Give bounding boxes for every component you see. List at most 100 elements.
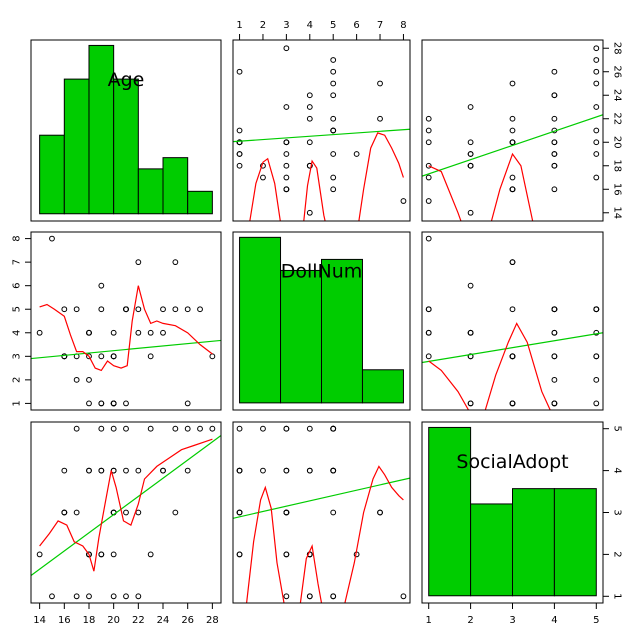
data-point: [593, 127, 600, 134]
tick-label: 2: [612, 551, 623, 557]
tick-label: 5: [593, 615, 599, 626]
data-point: [110, 425, 117, 432]
panel-frame: [30, 231, 222, 411]
panel-age-socialadopt: [421, 39, 604, 222]
data-point: [306, 92, 313, 99]
tick-label: 8: [400, 20, 406, 31]
data-point: [73, 306, 80, 313]
data-point: [509, 127, 516, 134]
data-point: [86, 400, 92, 407]
tick-label: 2: [12, 377, 23, 383]
data-point: [260, 467, 266, 474]
regression-line: [31, 435, 221, 576]
x-axis-bottom-age: 14 16 18 20 22 24 26 28: [33, 602, 219, 626]
data-point: [593, 329, 600, 336]
tick-label: 16: [58, 615, 71, 626]
data-point: [98, 353, 105, 360]
histogram-bar: [321, 258, 363, 404]
data-point: [330, 68, 337, 75]
tick-label: 28: [206, 615, 219, 626]
data-point: [209, 425, 216, 432]
smooth-line: [428, 165, 462, 221]
data-point: [306, 593, 313, 600]
panel-socialadopt-socialadopt: SocialAdopt: [421, 421, 604, 604]
panel-socialadopt-dollnum: [232, 421, 411, 604]
tick-label: 7: [12, 259, 23, 265]
data-point: [425, 235, 432, 242]
data-point: [509, 115, 516, 122]
tick-label: 26: [181, 615, 194, 626]
data-point: [400, 198, 407, 204]
smooth-line: [299, 543, 323, 603]
data-point: [551, 329, 558, 336]
tick-label: 8: [12, 235, 23, 241]
data-point: [306, 115, 313, 122]
data-point: [236, 509, 243, 516]
data-point: [593, 45, 600, 52]
data-point: [330, 186, 337, 193]
tick-label: 1: [12, 400, 23, 406]
data-point: [36, 329, 43, 336]
data-point: [330, 509, 337, 516]
smooth-line: [303, 159, 326, 221]
tick-label: 4: [612, 467, 623, 473]
histogram-bar: [187, 190, 213, 215]
data-point: [593, 139, 600, 146]
data-point: [135, 593, 142, 600]
data-point: [593, 306, 600, 313]
data-point: [123, 509, 129, 516]
data-point: [110, 593, 117, 600]
regression-line: [31, 339, 221, 360]
data-point: [467, 400, 474, 407]
data-point: [593, 400, 600, 407]
smooth-line: [484, 322, 551, 410]
data-point: [160, 329, 166, 336]
data-point: [425, 329, 432, 336]
data-point: [123, 306, 129, 313]
regression-line: [233, 477, 410, 519]
data-point: [377, 115, 383, 122]
data-point: [86, 467, 92, 474]
data-point: [110, 353, 117, 360]
data-point: [61, 306, 68, 313]
data-point: [236, 425, 243, 432]
smooth-line: [249, 157, 281, 221]
histogram-bar: [361, 369, 404, 404]
data-point: [123, 593, 129, 600]
data-point: [593, 353, 600, 360]
data-point: [36, 551, 43, 558]
panel-frame: [232, 421, 411, 604]
data-point: [306, 162, 313, 169]
histogram-bar: [428, 426, 472, 597]
data-point: [425, 198, 432, 204]
data-point: [135, 467, 142, 474]
regression-line: [422, 114, 603, 177]
data-point: [123, 400, 129, 407]
histogram-bar: [63, 78, 90, 215]
data-point: [135, 306, 142, 313]
data-point: [593, 104, 600, 110]
data-point: [73, 509, 80, 516]
data-point: [123, 425, 129, 432]
data-point: [236, 551, 243, 558]
smooth-line: [246, 485, 285, 603]
data-point: [467, 282, 474, 289]
histogram-bar: [39, 134, 65, 215]
histogram-bar: [280, 269, 322, 404]
data-point: [330, 57, 337, 63]
data-point: [86, 376, 92, 383]
data-point: [283, 551, 290, 558]
tick-label: 3: [283, 20, 289, 31]
data-point: [283, 467, 290, 474]
data-point: [377, 509, 383, 516]
tick-label: 5: [12, 306, 23, 312]
data-point: [509, 186, 516, 193]
tick-label: 20: [612, 136, 623, 149]
data-point: [172, 306, 179, 313]
panel-dollnum-age: [30, 231, 222, 411]
data-point: [184, 467, 191, 474]
data-point: [197, 306, 203, 313]
data-point: [98, 282, 105, 289]
panel-frame: [232, 231, 411, 411]
panel-age-dollnum: [232, 39, 411, 222]
